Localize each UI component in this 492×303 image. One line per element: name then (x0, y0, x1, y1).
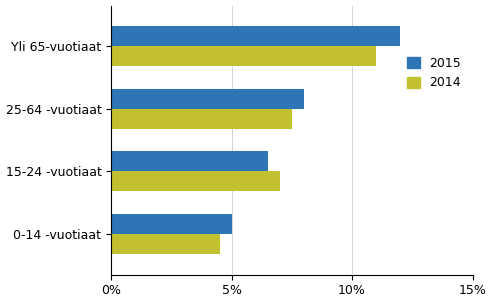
Bar (111, 46, 376, 66)
Bar (111, 152, 268, 171)
Bar (111, 89, 304, 109)
Bar (111, 214, 232, 234)
Bar (111, 234, 219, 254)
Bar (111, 26, 400, 46)
Legend: 2015, 2014: 2015, 2014 (402, 52, 466, 95)
Bar (111, 171, 280, 191)
Bar (111, 109, 292, 129)
